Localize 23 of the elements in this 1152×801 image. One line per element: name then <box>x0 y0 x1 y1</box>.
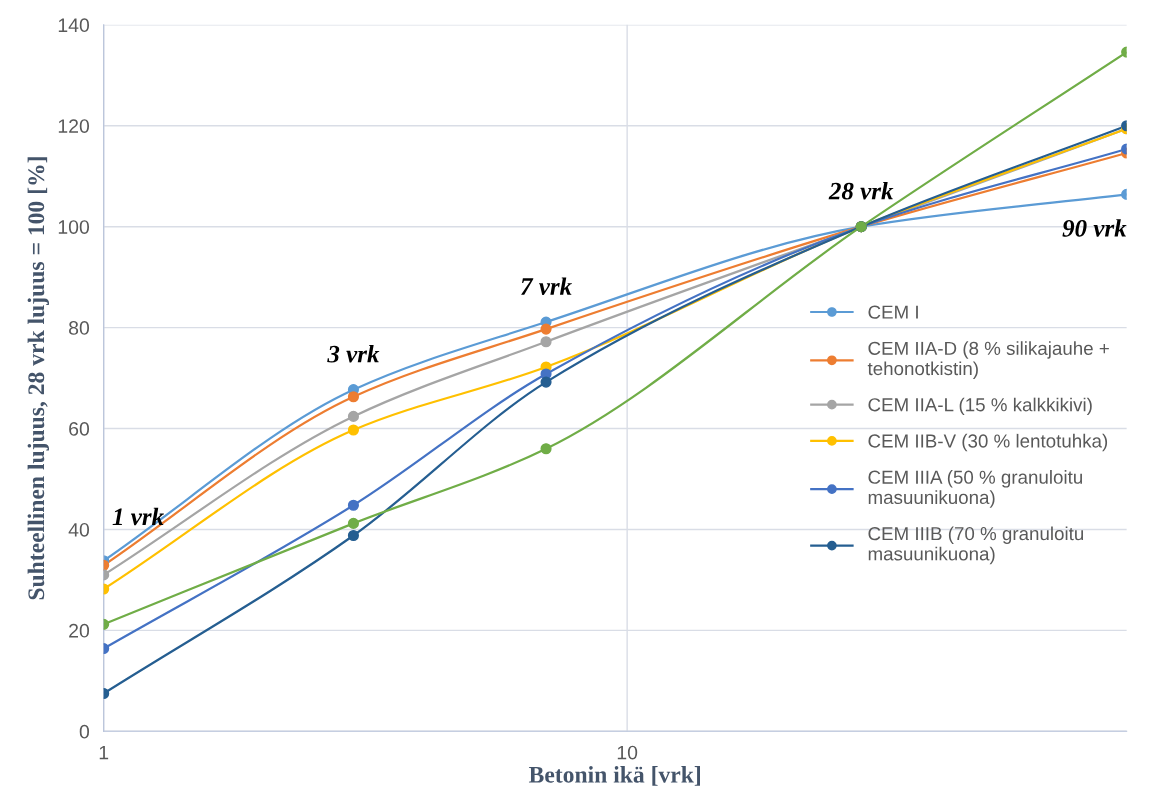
y-tick-label: 80 <box>69 321 90 335</box>
legend-label: CEM IIIB (70 % granuloitu masuunikuona) <box>868 526 1084 565</box>
legend-label: CEM IIIA (50 % granuloitu masuunikuona) <box>868 470 1082 508</box>
annotation: 3 vrk <box>327 345 380 363</box>
legend-label: CEM I <box>868 305 918 319</box>
y-tick-label: 20 <box>69 623 90 638</box>
y-tick-label: 120 <box>58 119 90 133</box>
y-tick-label: 40 <box>68 522 90 537</box>
x-axis-title: Betonin ikä [vrk] <box>528 766 700 786</box>
annotation: 1 vrk <box>112 507 164 526</box>
annotation: 28 vrk <box>828 182 894 200</box>
legend-label: CEM IIB-V (30 % lentotuhka) <box>868 433 1108 452</box>
annotation: 7 vrk <box>521 277 572 295</box>
y-tick-label: 60 <box>69 422 90 436</box>
y-tick-label: 140 <box>58 18 90 33</box>
y-axis-title: Suhteellinen lujuus, 28 vrk lujuus = 100 [%] <box>27 157 50 600</box>
x-tick-label: 1 <box>99 745 109 760</box>
legend-label: CEM IIA-L (15 % kalkkikivi) <box>868 397 1092 416</box>
y-tick-label: 0 <box>79 724 90 739</box>
annotation: 90 vrk <box>1062 219 1127 237</box>
y-tick-label: 100 <box>58 220 90 234</box>
legend-label: CEM IIA-D (8 % silikajauhe + tehonotkistin) <box>867 341 1109 379</box>
x-tick-label: 10 <box>617 745 638 760</box>
